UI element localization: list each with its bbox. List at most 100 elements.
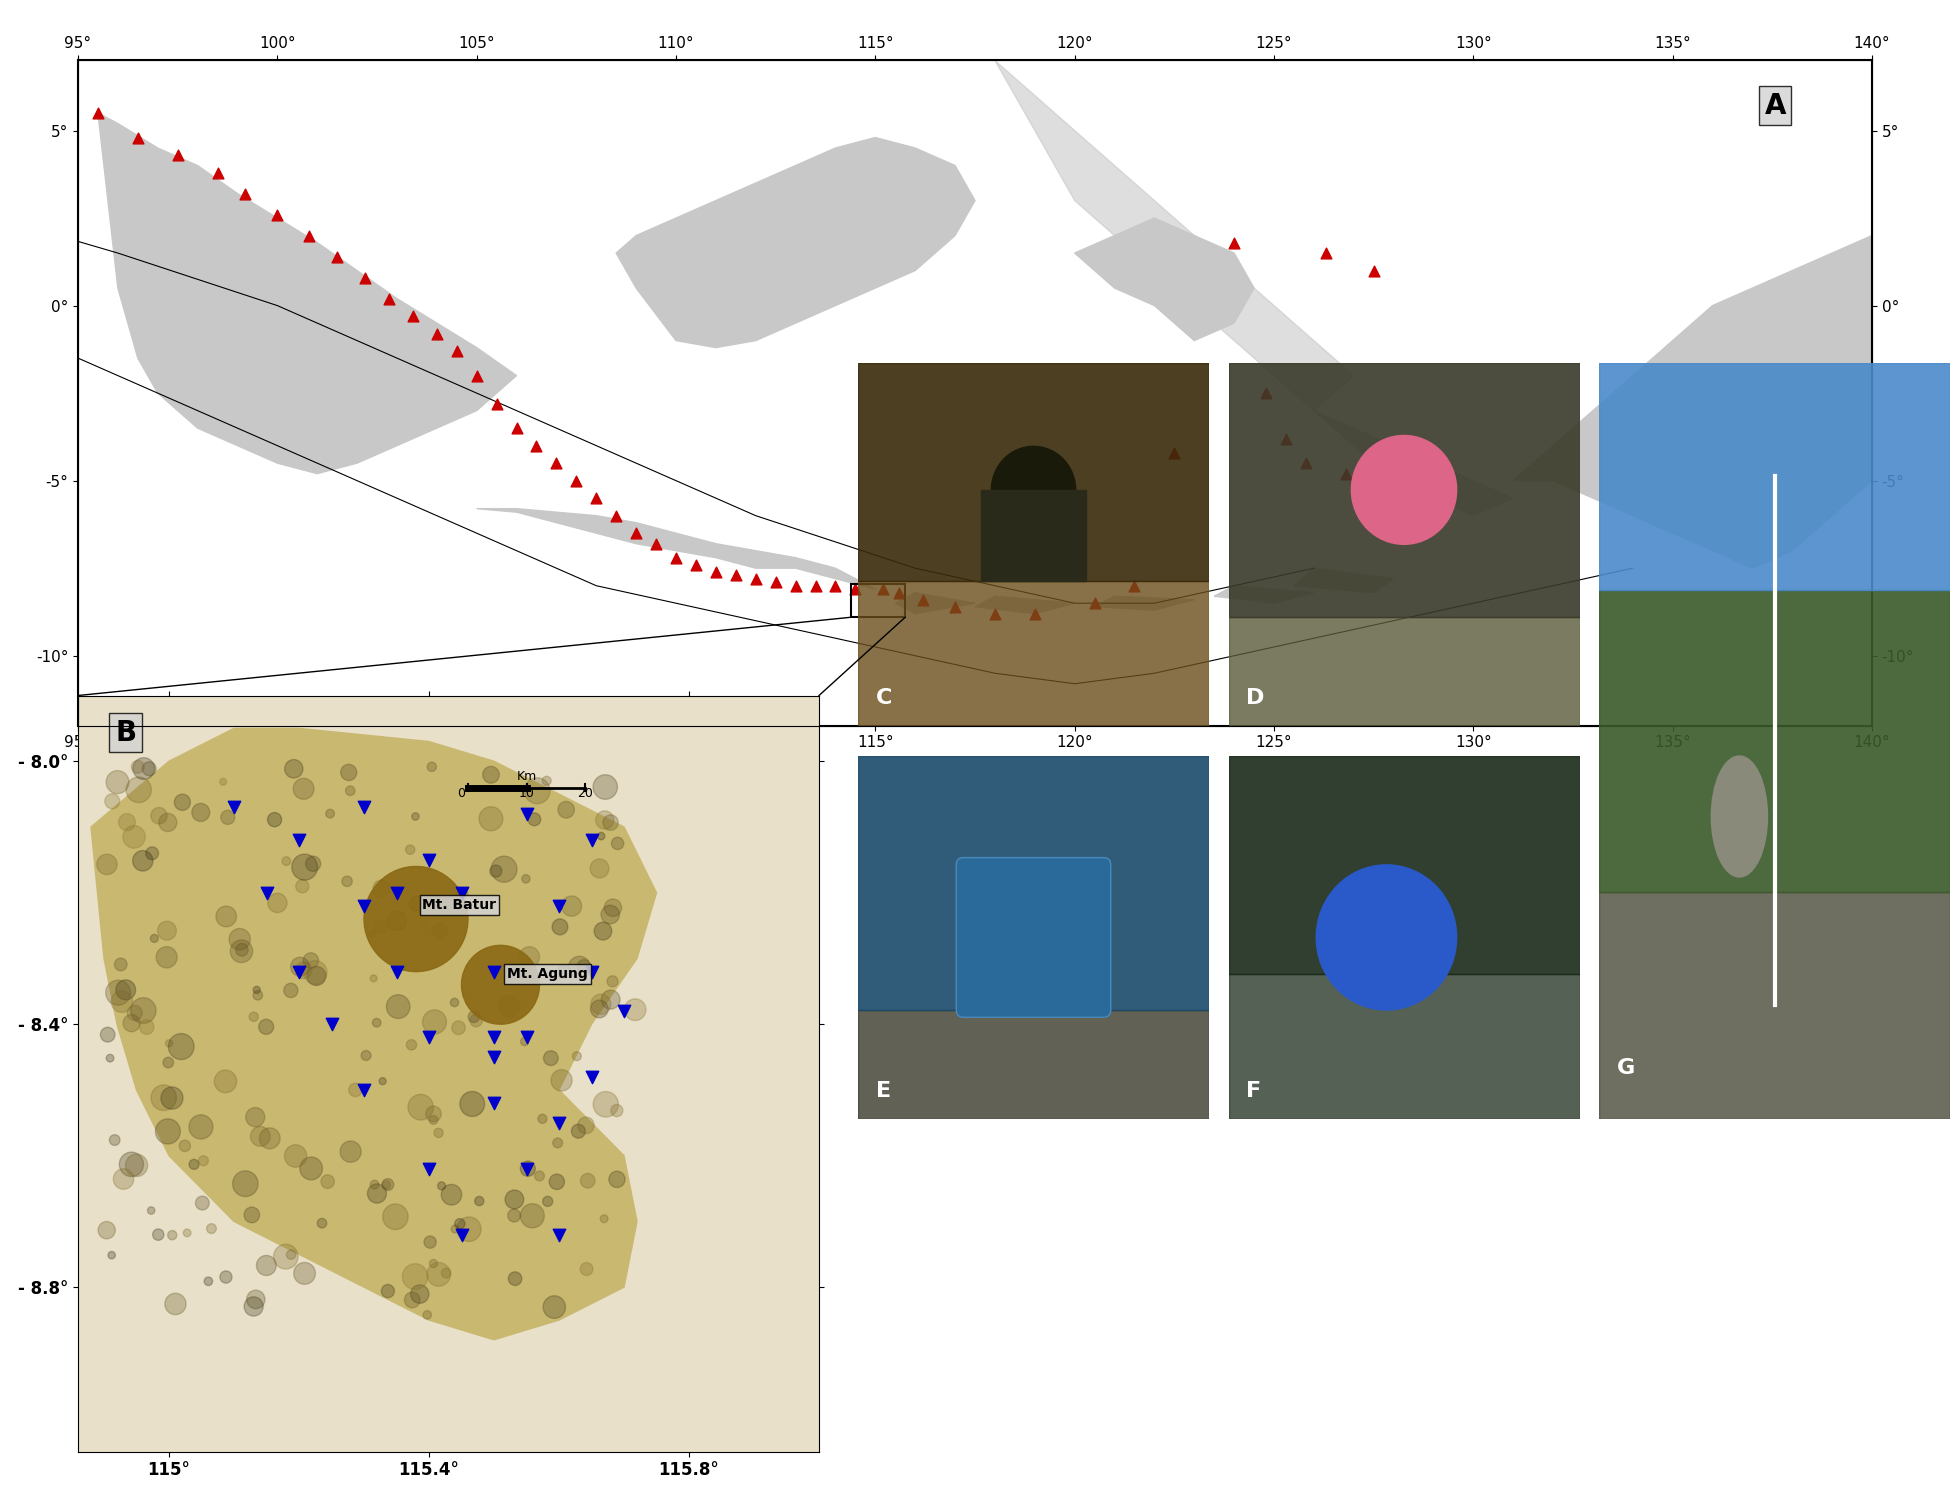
Circle shape bbox=[292, 854, 318, 880]
Circle shape bbox=[528, 813, 540, 826]
Bar bbox=[1599, 892, 1950, 1119]
Polygon shape bbox=[1314, 411, 1513, 516]
Point bbox=[521, 434, 552, 458]
Circle shape bbox=[550, 1175, 564, 1190]
Circle shape bbox=[254, 986, 259, 993]
Circle shape bbox=[115, 959, 127, 971]
Bar bbox=[1599, 363, 1950, 590]
Circle shape bbox=[374, 921, 388, 934]
Text: D: D bbox=[1246, 688, 1264, 708]
Circle shape bbox=[542, 776, 552, 785]
Circle shape bbox=[601, 906, 620, 924]
Circle shape bbox=[591, 993, 610, 1015]
Circle shape bbox=[521, 1037, 528, 1046]
Point bbox=[741, 567, 772, 591]
Point bbox=[883, 581, 915, 605]
Text: Mt. Batur: Mt. Batur bbox=[423, 898, 497, 912]
Point bbox=[1250, 381, 1281, 405]
Circle shape bbox=[411, 1285, 429, 1303]
Circle shape bbox=[402, 1264, 427, 1290]
Circle shape bbox=[105, 771, 129, 794]
Circle shape bbox=[378, 1078, 386, 1084]
Circle shape bbox=[152, 1229, 164, 1240]
Circle shape bbox=[345, 786, 355, 795]
Circle shape bbox=[306, 856, 320, 871]
Point bbox=[511, 1157, 542, 1181]
Circle shape bbox=[429, 1116, 439, 1125]
Point bbox=[252, 880, 283, 904]
Circle shape bbox=[339, 1142, 361, 1163]
Circle shape bbox=[581, 1173, 595, 1188]
Circle shape bbox=[411, 813, 419, 820]
Circle shape bbox=[105, 794, 119, 809]
Circle shape bbox=[573, 1052, 581, 1060]
Circle shape bbox=[250, 1126, 271, 1146]
Circle shape bbox=[267, 894, 287, 913]
Point bbox=[575, 960, 606, 984]
Circle shape bbox=[168, 1034, 195, 1060]
Point bbox=[441, 339, 472, 363]
Circle shape bbox=[142, 762, 156, 776]
Circle shape bbox=[523, 874, 530, 883]
Text: 0: 0 bbox=[458, 788, 466, 800]
Circle shape bbox=[521, 1161, 536, 1176]
Circle shape bbox=[421, 921, 427, 928]
Circle shape bbox=[127, 777, 152, 803]
Bar bbox=[858, 363, 1209, 581]
Text: G: G bbox=[1617, 1057, 1634, 1078]
Circle shape bbox=[612, 838, 624, 850]
Circle shape bbox=[236, 943, 248, 956]
Circle shape bbox=[341, 875, 353, 886]
Circle shape bbox=[441, 1269, 450, 1278]
Circle shape bbox=[296, 962, 312, 978]
Circle shape bbox=[214, 1070, 236, 1093]
Circle shape bbox=[105, 1054, 113, 1061]
Circle shape bbox=[191, 803, 211, 821]
Circle shape bbox=[296, 880, 308, 894]
Circle shape bbox=[150, 934, 158, 942]
Point bbox=[413, 1157, 445, 1181]
Circle shape bbox=[499, 995, 521, 1018]
Circle shape bbox=[131, 998, 156, 1024]
Point bbox=[581, 485, 612, 510]
Point bbox=[868, 578, 899, 602]
Point bbox=[413, 848, 445, 872]
Point bbox=[562, 469, 593, 493]
Polygon shape bbox=[1094, 596, 1193, 611]
Circle shape bbox=[474, 1196, 484, 1205]
Point bbox=[720, 562, 751, 587]
Circle shape bbox=[292, 779, 314, 800]
Point bbox=[294, 224, 326, 248]
Circle shape bbox=[408, 1095, 433, 1120]
Circle shape bbox=[205, 1278, 213, 1285]
Point bbox=[372, 286, 404, 310]
Circle shape bbox=[123, 1015, 140, 1031]
Circle shape bbox=[382, 1204, 408, 1229]
Circle shape bbox=[318, 1219, 328, 1228]
Circle shape bbox=[484, 767, 499, 783]
Point bbox=[218, 795, 250, 820]
Circle shape bbox=[505, 1190, 525, 1210]
Text: Km: Km bbox=[517, 770, 536, 783]
Circle shape bbox=[246, 1107, 265, 1126]
Point bbox=[608, 999, 640, 1024]
Circle shape bbox=[273, 1244, 298, 1269]
Circle shape bbox=[322, 1175, 333, 1188]
Circle shape bbox=[372, 880, 390, 897]
Point bbox=[640, 532, 671, 556]
Bar bbox=[852, 584, 905, 617]
Point bbox=[575, 1064, 606, 1089]
Polygon shape bbox=[476, 508, 876, 590]
Circle shape bbox=[174, 794, 191, 810]
Circle shape bbox=[148, 1207, 154, 1214]
Bar bbox=[1228, 756, 1580, 974]
Circle shape bbox=[624, 999, 645, 1021]
Circle shape bbox=[168, 1231, 177, 1240]
Text: F: F bbox=[1246, 1081, 1262, 1101]
Circle shape bbox=[601, 990, 620, 1009]
Circle shape bbox=[480, 807, 503, 830]
Point bbox=[447, 1223, 478, 1247]
Circle shape bbox=[382, 1179, 394, 1190]
Circle shape bbox=[456, 1217, 482, 1241]
Circle shape bbox=[125, 1154, 148, 1176]
